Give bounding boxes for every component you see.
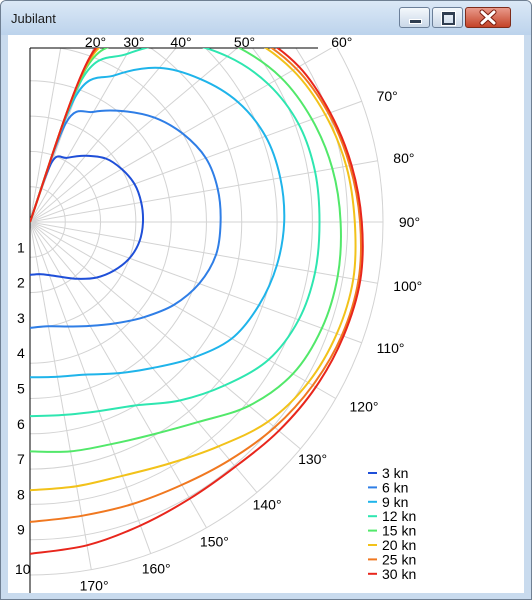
grid-spoke — [30, 100, 362, 223]
maximize-icon — [441, 11, 456, 26]
angle-tick-label: 50° — [234, 35, 255, 50]
radial-tick-label: 6 — [17, 416, 25, 432]
polar-chart: 20° 30° 40° 50° 60° 70° 80° 90° 100° 110° 120° 130°… — [15, 34, 422, 593]
radial-tick-label: 3 — [17, 310, 25, 326]
grid-spoke — [30, 221, 258, 493]
legend-label: 15 kn — [382, 523, 416, 539]
series-line — [30, 48, 363, 523]
series-line — [30, 109, 222, 329]
polar-grid — [29, 47, 384, 593]
radial-tick-label: 2 — [17, 275, 25, 291]
legend-label: 6 kn — [382, 479, 408, 495]
grid-spoke — [30, 48, 177, 223]
series-line — [30, 48, 342, 453]
angle-tick-label: 70° — [377, 88, 398, 104]
angle-tick-label: 20° — [85, 35, 106, 50]
maximize-button[interactable] — [432, 7, 463, 28]
radial-tick-label: 10 — [15, 561, 31, 577]
close-button[interactable] — [465, 7, 511, 28]
grid-spoke — [30, 48, 239, 223]
title-bar[interactable]: Jubilant — [1, 1, 531, 35]
angle-tick-label: 170° — [80, 577, 109, 593]
minimize-button[interactable] — [399, 7, 430, 28]
radial-tick-label: 7 — [17, 451, 25, 467]
grid-spoke — [30, 221, 92, 570]
series-line — [30, 154, 145, 280]
radial-tick-label: 4 — [17, 345, 25, 361]
plot-area: 20° 30° 40° 50° 60° 70° 80° 90° 100° 110° 120° 130°… — [8, 34, 524, 593]
polar-curves — [30, 48, 364, 555]
angle-tick-label: 90° — [399, 214, 420, 230]
legend-label: 30 kn — [382, 566, 416, 582]
close-icon — [479, 9, 497, 26]
angle-tick-label: 130° — [298, 451, 327, 467]
angle-tick-label: 40° — [170, 35, 191, 50]
series-line — [30, 48, 321, 418]
angle-tick-label: 140° — [253, 497, 282, 513]
grid-circle — [30, 48, 243, 435]
minimize-icon — [409, 19, 422, 24]
legend-label: 9 kn — [382, 494, 408, 510]
radial-tick-label: 5 — [17, 381, 25, 397]
legend-label: 12 kn — [382, 508, 416, 524]
radial-tick-label: 9 — [17, 522, 25, 538]
window-title: Jubilant — [11, 11, 56, 26]
grid-spoke — [30, 221, 336, 399]
angle-tick-label: 110° — [377, 340, 405, 356]
angle-tick-label: 120° — [350, 398, 379, 414]
legend-label: 3 kn — [382, 465, 408, 481]
grid-spoke — [30, 221, 301, 450]
series-line — [30, 66, 286, 379]
angle-tick-label: 80° — [393, 150, 414, 166]
grid-spoke — [30, 160, 378, 223]
grid-spoke — [30, 221, 207, 528]
angle-tick-label: 30° — [123, 35, 144, 50]
angle-tick-label: 100° — [393, 278, 422, 294]
angle-tick-label: 160° — [142, 561, 171, 577]
axis-labels: 20° 30° 40° 50° 60° 70° 80° 90° 100° 110° 120° 130°… — [15, 34, 422, 593]
angle-tick-label: 150° — [200, 534, 229, 550]
series-line — [30, 48, 357, 492]
angle-tick-label: 60° — [331, 35, 352, 50]
radial-tick-label: 1 — [17, 239, 25, 255]
grid-spoke — [30, 221, 378, 284]
grid-spoke — [30, 221, 362, 344]
grid-spoke — [30, 221, 152, 554]
legend-label: 20 kn — [382, 537, 416, 553]
legend-label: 25 kn — [382, 551, 416, 567]
grid-spoke — [30, 48, 132, 223]
radial-tick-label: 8 — [17, 486, 25, 502]
series-line — [30, 48, 364, 555]
